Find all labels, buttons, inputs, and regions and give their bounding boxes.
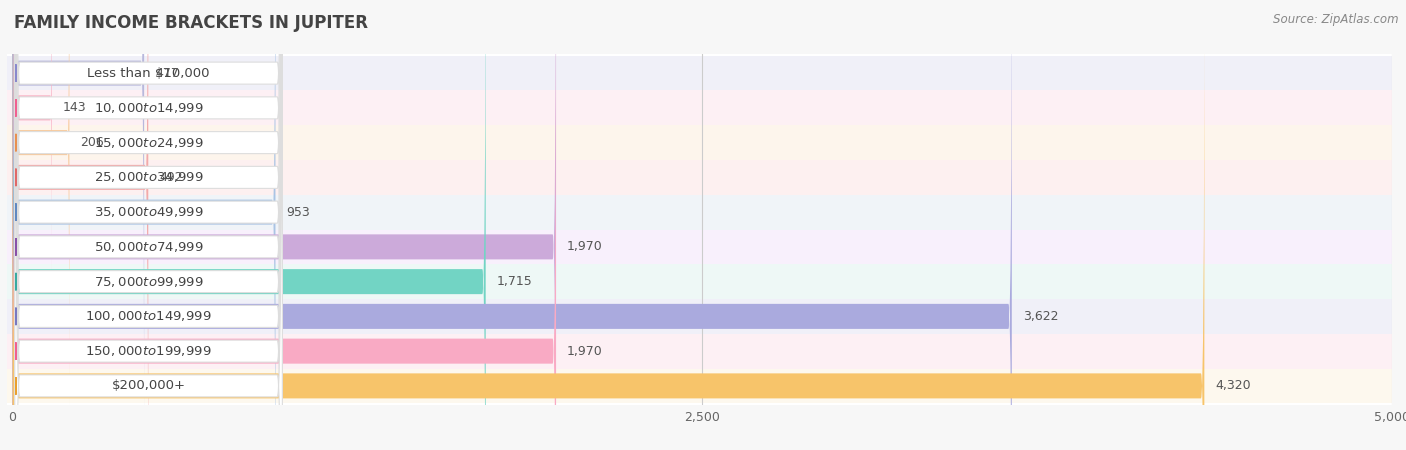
Text: 3,622: 3,622 (1022, 310, 1059, 323)
FancyBboxPatch shape (7, 56, 1392, 90)
FancyBboxPatch shape (7, 125, 1392, 160)
FancyBboxPatch shape (14, 0, 283, 450)
Text: $25,000 to $34,999: $25,000 to $34,999 (94, 171, 204, 184)
FancyBboxPatch shape (13, 0, 555, 450)
Text: $75,000 to $99,999: $75,000 to $99,999 (94, 274, 204, 288)
Text: 143: 143 (63, 101, 87, 114)
FancyBboxPatch shape (14, 0, 283, 450)
FancyBboxPatch shape (7, 230, 1392, 264)
Text: $10,000 to $14,999: $10,000 to $14,999 (94, 101, 204, 115)
FancyBboxPatch shape (13, 0, 1205, 450)
FancyBboxPatch shape (14, 0, 283, 450)
Text: Source: ZipAtlas.com: Source: ZipAtlas.com (1274, 14, 1399, 27)
FancyBboxPatch shape (14, 0, 283, 450)
FancyBboxPatch shape (14, 0, 283, 450)
Text: FAMILY INCOME BRACKETS IN JUPITER: FAMILY INCOME BRACKETS IN JUPITER (14, 14, 368, 32)
FancyBboxPatch shape (13, 0, 145, 450)
Text: 953: 953 (287, 206, 311, 219)
Text: 492: 492 (159, 171, 183, 184)
FancyBboxPatch shape (14, 0, 283, 450)
FancyBboxPatch shape (7, 160, 1392, 195)
FancyBboxPatch shape (7, 299, 1392, 334)
Text: 1,715: 1,715 (496, 275, 533, 288)
Text: 477: 477 (155, 67, 179, 80)
Text: $150,000 to $199,999: $150,000 to $199,999 (86, 344, 212, 358)
Text: 1,970: 1,970 (567, 240, 603, 253)
FancyBboxPatch shape (14, 0, 283, 450)
FancyBboxPatch shape (14, 0, 283, 450)
FancyBboxPatch shape (13, 0, 52, 294)
FancyBboxPatch shape (7, 334, 1392, 369)
FancyBboxPatch shape (14, 0, 283, 450)
FancyBboxPatch shape (7, 90, 1392, 125)
FancyBboxPatch shape (13, 0, 148, 450)
Text: 1,970: 1,970 (567, 345, 603, 358)
FancyBboxPatch shape (13, 0, 1012, 450)
FancyBboxPatch shape (7, 264, 1392, 299)
FancyBboxPatch shape (7, 369, 1392, 403)
FancyBboxPatch shape (14, 0, 283, 450)
Text: $200,000+: $200,000+ (111, 379, 186, 392)
Text: 206: 206 (80, 136, 104, 149)
FancyBboxPatch shape (13, 0, 485, 450)
FancyBboxPatch shape (7, 195, 1392, 230)
FancyBboxPatch shape (13, 0, 276, 450)
FancyBboxPatch shape (13, 0, 555, 450)
Text: $15,000 to $24,999: $15,000 to $24,999 (94, 135, 204, 149)
Text: Less than $10,000: Less than $10,000 (87, 67, 209, 80)
Text: $50,000 to $74,999: $50,000 to $74,999 (94, 240, 204, 254)
Text: $35,000 to $49,999: $35,000 to $49,999 (94, 205, 204, 219)
FancyBboxPatch shape (13, 0, 69, 416)
Text: 4,320: 4,320 (1215, 379, 1251, 392)
Text: $100,000 to $149,999: $100,000 to $149,999 (86, 310, 212, 324)
